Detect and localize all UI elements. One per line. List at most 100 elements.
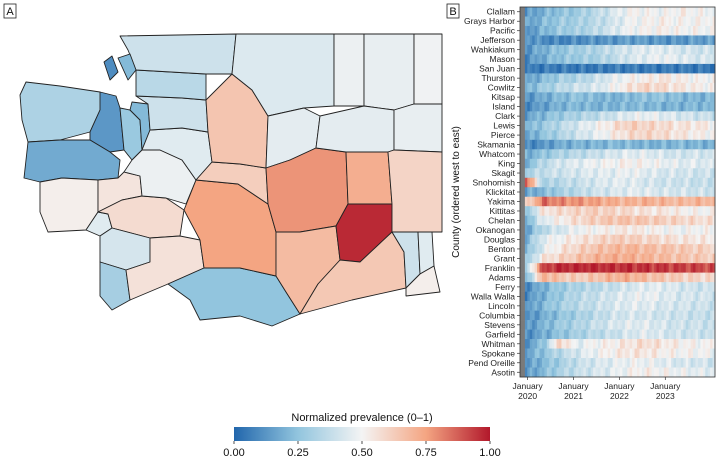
heatmap-cell [658,101,662,112]
heatmap-cell [602,101,606,112]
heatmap-cell [585,82,589,93]
heatmap-cell [585,329,589,340]
heatmap-cell [595,339,599,349]
heatmap-cell [571,320,575,330]
heatmap-cell [595,320,599,330]
heatmap-cell [568,54,572,65]
heatmap-cell [666,253,670,264]
heatmap-cell [593,225,596,235]
heatmap-cell [563,149,567,160]
heatmap-cell [646,130,650,141]
heatmap-cell [680,272,684,283]
heatmap-cell [524,168,528,179]
heatmap-cell [707,329,711,340]
heatmap-cell [610,244,614,254]
heatmap-cell [568,272,572,283]
heatmap-cell [580,149,584,160]
heatmap-cell [632,225,635,235]
heatmap-cell [661,101,665,112]
heatmap-cell [697,320,701,330]
heatmap-cell [710,339,713,349]
heatmap-cell [683,177,687,188]
heatmap-cell [697,120,701,131]
heatmap-cell [627,253,631,264]
heatmap-cell [576,177,579,188]
heatmap-cell [697,111,701,122]
heatmap-cell [539,73,543,84]
heatmap-cell [676,7,679,17]
heatmap-cell [537,339,540,349]
heatmap-cell [549,168,553,179]
heatmap-cell [680,215,684,226]
heatmap-cell [654,310,657,321]
heatmap-cell [532,358,536,368]
heatmap-y-axis-title: County (ordered west to east) [451,126,462,258]
heatmap-cell [615,282,618,292]
heatmap-cell [598,320,601,330]
heatmap-cell [661,196,665,207]
heatmap-cell [549,101,553,112]
heatmap-cell [537,196,540,207]
heatmap-cell [598,7,601,17]
heatmap-cell [705,111,709,122]
heatmap-cell [612,196,616,207]
heatmap-cell [600,282,604,292]
heatmap-cell [649,348,653,359]
heatmap-cell [668,35,672,46]
heatmap-cell [641,82,645,93]
heatmap-cell [534,234,538,245]
heatmap-cell [641,120,645,131]
heatmap-cell [624,73,628,84]
heatmap-cell [658,111,662,122]
heatmap-cell [537,111,540,122]
heatmap-cell [695,120,699,131]
heatmap-cell [602,348,606,359]
heatmap-cell [688,215,692,226]
heatmap-cell [661,7,665,17]
heatmap-cell [639,291,643,302]
heatmap-cell [683,310,687,321]
heatmap-cell [612,206,616,217]
heatmap-cell [593,44,596,55]
heatmap-cell [554,120,557,131]
heatmap-cell [580,25,584,36]
heatmap-cell [619,35,623,46]
heatmap-cell [610,253,614,264]
heatmap-cell [673,111,677,122]
heatmap-cell [629,339,633,349]
heatmap-cell [585,35,589,46]
heatmap-cell [702,234,706,245]
heatmap-cell [690,73,694,84]
heatmap-cell [676,92,679,103]
heatmap-cell [595,63,599,74]
heatmap-cell [673,158,677,169]
heatmap-cell [563,82,567,93]
heatmap-cell [537,63,540,74]
heatmap-cell [561,234,565,245]
heatmap-cell [544,158,548,169]
heatmap-cell [629,253,633,264]
heatmap-cell [588,348,592,359]
heatmap-cell [676,16,679,27]
heatmap-cell [629,73,633,84]
heatmap-cell [634,139,638,150]
heatmap-cell [702,348,706,359]
heatmap-cell [563,263,567,273]
heatmap-cell [666,168,670,179]
heatmap-cell [644,44,648,55]
heatmap-cell [658,196,662,207]
heatmap-cell [559,111,562,122]
heatmap-cell [697,187,701,198]
heatmap-cell [568,63,572,74]
heatmap-cell [632,215,635,226]
heatmap-cell [676,149,679,160]
heatmap-cell [522,101,526,112]
heatmap-cell [588,187,592,198]
heatmap-cell [619,310,623,321]
heatmap-cell [595,82,599,93]
heatmap-cell [576,206,579,217]
heatmap-cell [541,329,545,340]
heatmap-cell [573,215,577,226]
heatmap-cell [641,329,645,340]
heatmap-cell [520,272,523,283]
